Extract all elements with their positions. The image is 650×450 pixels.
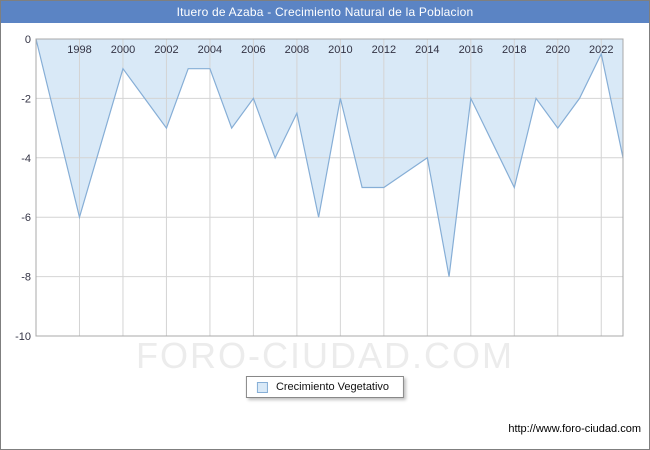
svg-text:-2: -2 [21,93,31,105]
svg-text:2022: 2022 [589,44,613,56]
svg-text:2002: 2002 [154,44,178,56]
svg-text:1998: 1998 [67,44,91,56]
svg-text:2008: 2008 [285,44,309,56]
chart-title-bar: Ituero de Azaba - Crecimiento Natural de… [1,1,649,23]
svg-text:2014: 2014 [415,44,439,56]
chart-title: Ituero de Azaba - Crecimiento Natural de… [176,5,474,19]
svg-text:2000: 2000 [111,44,135,56]
footer-url: http://www.foro-ciudad.com [508,423,641,435]
watermark: FORO-CIUDAD.COM [136,335,514,376]
legend-label: Crecimiento Vegetativo [275,381,390,393]
svg-text:2004: 2004 [198,44,222,56]
svg-text:2016: 2016 [459,44,483,56]
svg-text:-4: -4 [21,153,31,165]
svg-text:2012: 2012 [372,44,396,56]
svg-text:2010: 2010 [328,44,352,56]
svg-text:-10: -10 [15,331,31,343]
legend-swatch-icon [256,381,268,393]
svg-text:0: 0 [25,34,31,46]
svg-text:2020: 2020 [546,44,570,56]
legend: Crecimiento Vegetativo [245,376,405,398]
svg-text:-6: -6 [21,212,31,224]
svg-text:2006: 2006 [241,44,265,56]
svg-text:-8: -8 [21,272,31,284]
svg-text:2018: 2018 [502,44,526,56]
